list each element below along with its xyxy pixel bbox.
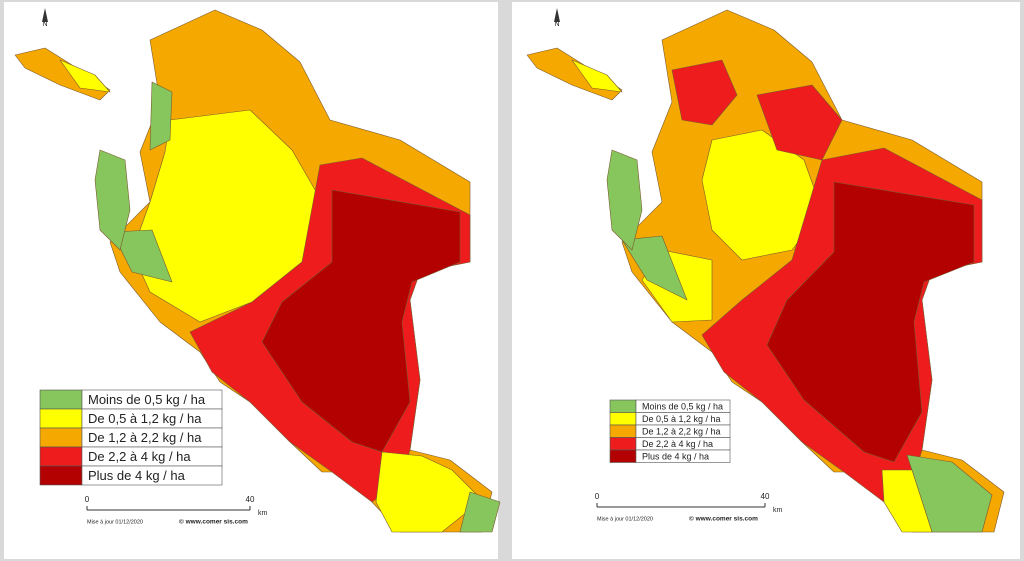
legend-label: De 1,2 à 2,2 kg / ha bbox=[642, 427, 721, 437]
scale-start: 0 bbox=[595, 492, 600, 501]
legend-label: Moins de 0,5 kg / ha bbox=[88, 392, 206, 407]
north-arrow bbox=[554, 8, 560, 22]
scale-start: 0 bbox=[85, 495, 90, 504]
left-map bbox=[14, 9, 501, 533]
scale-end: 40 bbox=[761, 492, 770, 501]
legend-swatch bbox=[609, 449, 637, 463]
overlay: N Moins de 0,5 kg / ha De 0,5 à 1,2 kg / h… bbox=[39, 8, 783, 526]
legend-swatch bbox=[609, 399, 637, 413]
scale-unit: km bbox=[258, 510, 268, 517]
scale-end: 40 bbox=[246, 495, 255, 504]
legend-label: Plus de 4 kg / ha bbox=[642, 452, 709, 462]
copyright: © www.comer sis.com bbox=[179, 518, 248, 526]
right-map bbox=[526, 9, 1005, 533]
copyright: © www.comer sis.com bbox=[689, 515, 758, 523]
legend-swatch bbox=[609, 437, 637, 451]
legend-label: De 2,2 à 4 kg / ha bbox=[88, 449, 191, 464]
scale-unit: km bbox=[773, 507, 783, 514]
legend-swatch bbox=[39, 465, 83, 486]
legend-label: De 0,5 à 1,2 kg / ha bbox=[642, 414, 721, 424]
legend-label: Moins de 0,5 kg / ha bbox=[642, 402, 723, 412]
legend-cell bbox=[635, 449, 731, 463]
update-date: Mise à jour 01/12/2020 bbox=[597, 516, 653, 522]
legend-label: De 0,5 à 1,2 kg / ha bbox=[88, 411, 202, 426]
north-label: N bbox=[42, 21, 47, 28]
legend-swatch bbox=[609, 424, 637, 438]
north-label: N bbox=[554, 21, 559, 28]
legend-label: Plus de 4 kg / ha bbox=[88, 468, 186, 483]
update-date: Mise à jour 01/12/2020 bbox=[87, 519, 143, 525]
legend-swatch bbox=[609, 412, 637, 426]
legend-swatch bbox=[39, 408, 83, 429]
legend-swatch bbox=[39, 446, 83, 467]
legend-cell bbox=[81, 465, 223, 486]
north-arrow bbox=[42, 8, 48, 22]
legend-swatch bbox=[39, 389, 83, 410]
legend-label: De 1,2 à 2,2 kg / ha bbox=[88, 430, 202, 445]
legend-swatch bbox=[39, 427, 83, 448]
legend-label: De 2,2 à 4 kg / ha bbox=[642, 439, 713, 449]
